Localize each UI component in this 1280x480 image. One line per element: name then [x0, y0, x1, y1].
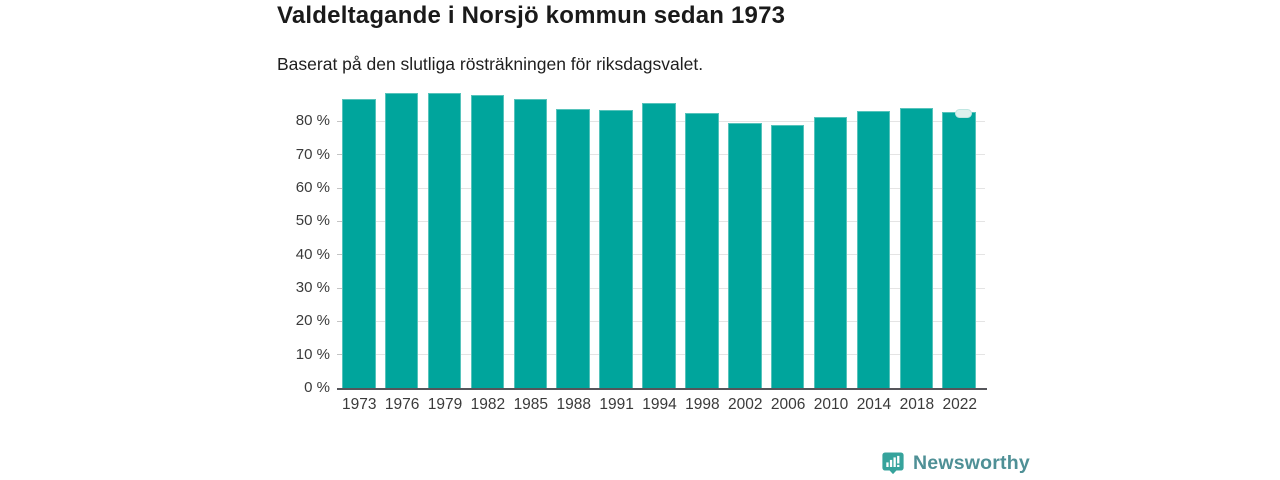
x-axis-labels: 1973 1976 1979 1982 1985 1988 1991 1994 1998 2002…	[342, 396, 977, 414]
x-tick-label: 1979	[427, 396, 463, 413]
y-axis-tick	[337, 220, 346, 222]
newsworthy-logo-icon	[882, 452, 904, 474]
bars-container	[342, 88, 976, 388]
x-tick-label: 1994	[642, 396, 677, 413]
chart-subtitle: Baserat på den slutliga rösträkningen fö…	[277, 54, 704, 74]
x-tick-label: 2022	[942, 396, 977, 413]
bar-1976[interactable]	[384, 93, 419, 388]
y-tick-label: 10 %	[295, 345, 330, 363]
y-tick-label: 0 %	[304, 379, 330, 396]
brand-footer: Newsworthy	[881, 450, 1030, 476]
y-axis-tick	[337, 320, 346, 322]
y-tick-label: 80 %	[295, 112, 330, 130]
x-tick-label: 2014	[856, 396, 892, 413]
y-tick-label: 30 %	[295, 279, 330, 296]
y-tick-label: 40 %	[295, 245, 330, 263]
y-axis-tick	[337, 254, 346, 256]
x-tick-label: 2006	[770, 396, 806, 413]
x-tick-label: 1998	[685, 396, 720, 413]
bar-2022[interactable]	[942, 108, 976, 388]
bar-2010[interactable]	[813, 117, 848, 388]
bar-1979[interactable]	[427, 92, 462, 388]
x-tick-label: 1988	[556, 396, 591, 413]
bar-1982[interactable]	[470, 95, 505, 388]
brand-name: Newsworthy	[913, 451, 1030, 474]
bar-1998[interactable]	[685, 113, 719, 388]
bar-1991[interactable]	[599, 110, 633, 388]
y-axis-tick	[337, 120, 346, 122]
x-tick-label: 1973	[342, 396, 377, 413]
bar-1985[interactable]	[513, 99, 548, 388]
bar-2002[interactable]	[728, 123, 762, 388]
x-tick-label: 2010	[813, 396, 849, 413]
chart-title: Valdeltagande i Norsjö kommun sedan 1973	[277, 2, 786, 29]
x-tick-label: 2002	[728, 396, 763, 413]
y-axis-tick	[337, 287, 346, 289]
y-tick-label: 20 %	[295, 312, 330, 330]
bar-1973[interactable]	[342, 98, 376, 388]
x-tick-label: 2018	[899, 396, 935, 413]
bar-2014[interactable]	[856, 111, 891, 388]
y-axis-tick	[337, 187, 346, 189]
bar-2006[interactable]	[770, 125, 805, 388]
latest-bar-marker	[954, 108, 972, 118]
bar-1988[interactable]	[556, 108, 590, 388]
y-tick-label: 60 %	[295, 179, 330, 196]
y-axis-tick	[337, 154, 346, 156]
x-axis-line	[337, 387, 987, 390]
bar-1994[interactable]	[642, 102, 676, 388]
x-tick-label: 1982	[470, 396, 506, 413]
x-tick-label: 1976	[384, 396, 420, 413]
plot-area: 0 % 10 % 20 % 30 % 40 % 50 % 60 % 70 % 80 % 1973…	[296, 88, 987, 413]
y-tick-label: 70 %	[295, 145, 330, 163]
y-tick-label: 50 %	[295, 212, 330, 230]
y-axis-tick	[337, 354, 346, 356]
x-tick-label: 1991	[599, 396, 634, 413]
bar-2018[interactable]	[899, 108, 934, 388]
x-tick-label: 1985	[513, 396, 549, 413]
